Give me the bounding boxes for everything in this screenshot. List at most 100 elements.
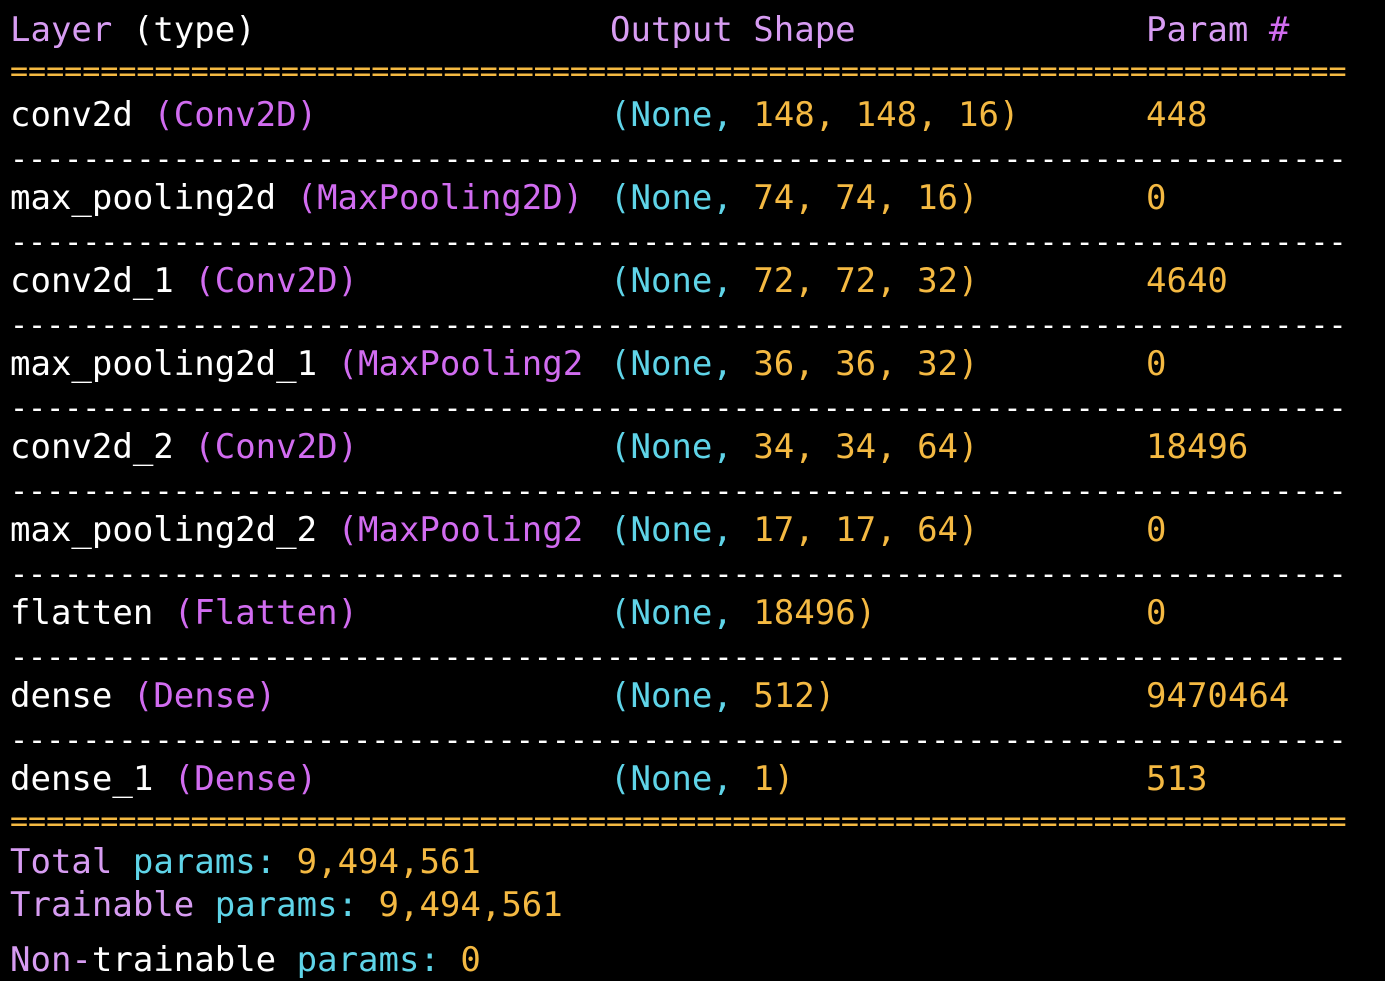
double-rule-top: ========================================… xyxy=(10,62,1347,82)
layer-name: max_pooling2d_1 xyxy=(10,344,318,384)
header-layer-word: Layer xyxy=(10,10,113,50)
layer-row-name: flatten (Flatten) xyxy=(10,593,358,633)
summary-non-dash: - xyxy=(71,940,92,980)
layer-param-count: 0 xyxy=(1146,178,1167,218)
layer-output-shape: (None, 18496) xyxy=(610,593,876,633)
layer-row-name: dense (Dense) xyxy=(10,676,276,716)
layer-type: (MaxPooling2 xyxy=(337,344,584,384)
layer-output-shape: (None, 512) xyxy=(610,676,835,716)
layer-row-name: max_pooling2d_2 (MaxPooling2 xyxy=(10,510,583,550)
summary-trainable-value: 9,494,561 xyxy=(378,885,563,925)
single-rule: ----------------------------------------… xyxy=(10,565,1347,585)
layer-type: (Conv2D) xyxy=(194,427,359,467)
shape-none: None, xyxy=(630,427,733,467)
shape-none: None, xyxy=(630,344,733,384)
shape-open-paren: ( xyxy=(610,261,631,301)
shape-none: None, xyxy=(630,593,733,633)
layer-name: conv2d_1 xyxy=(10,261,174,301)
summary-trainable-params-word: params: xyxy=(214,885,359,925)
layer-output-shape: (None, 36, 36, 32) xyxy=(610,344,979,384)
single-rule: ----------------------------------------… xyxy=(10,316,1347,336)
single-rule: ----------------------------------------… xyxy=(10,648,1347,668)
summary-total-value: 9,494,561 xyxy=(296,842,481,882)
single-rule: ----------------------------------------… xyxy=(10,150,1347,170)
header-output-shape: Output Shape xyxy=(610,10,856,50)
layer-param-count: 513 xyxy=(1146,759,1208,799)
layer-type: (Dense) xyxy=(173,759,318,799)
layer-name: conv2d_2 xyxy=(10,427,174,467)
layer-type: (Dense) xyxy=(132,676,277,716)
layer-output-shape: (None, 74, 74, 16) xyxy=(610,178,979,218)
layer-row-name: conv2d_2 (Conv2D) xyxy=(10,427,358,467)
header-param-hash: # xyxy=(1268,10,1290,50)
shape-dims: 1) xyxy=(753,759,795,799)
layer-type: (Conv2D) xyxy=(153,95,318,135)
double-rule-bottom: ========================================… xyxy=(10,812,1347,832)
summary-trainable-suffix: trainable xyxy=(91,940,277,980)
shape-open-paren: ( xyxy=(610,593,631,633)
shape-open-paren: ( xyxy=(610,427,631,467)
header-param-word: Param xyxy=(1146,10,1249,50)
shape-open-paren: ( xyxy=(610,759,631,799)
layer-output-shape: (None, 72, 72, 32) xyxy=(610,261,979,301)
summary-non-word: Non xyxy=(10,940,72,980)
shape-dims: 17, 17, 64) xyxy=(753,510,979,550)
summary-trainable-params: Trainable params: 9,494,561 xyxy=(10,885,563,925)
layer-param-count: 0 xyxy=(1146,593,1167,633)
layer-row-name: dense_1 (Dense) xyxy=(10,759,317,799)
summary-total-params-word: params: xyxy=(132,842,277,882)
single-rule: ----------------------------------------… xyxy=(10,399,1347,419)
layer-name: dense xyxy=(10,676,113,716)
shape-dims: 36, 36, 32) xyxy=(753,344,979,384)
summary-total-word: Total xyxy=(10,842,113,882)
layer-name: conv2d xyxy=(10,95,133,135)
layer-name: max_pooling2d xyxy=(10,178,277,218)
shape-none: None, xyxy=(630,178,733,218)
layer-name: max_pooling2d_2 xyxy=(10,510,318,550)
summary-non-trainable-value: 0 xyxy=(460,940,481,980)
layer-output-shape: (None, 1) xyxy=(610,759,794,799)
layer-param-count: 9470464 xyxy=(1146,676,1290,716)
layer-param-count: 0 xyxy=(1146,510,1167,550)
shape-none: None, xyxy=(630,676,733,716)
layer-type: (MaxPooling2 xyxy=(337,510,584,550)
shape-dims: 148, 148, 16) xyxy=(753,95,1020,135)
shape-open-paren: ( xyxy=(610,95,631,135)
layer-name: flatten xyxy=(10,593,154,633)
shape-open-paren: ( xyxy=(610,344,631,384)
header-param: Param # xyxy=(1146,10,1289,50)
single-rule: ----------------------------------------… xyxy=(10,482,1347,502)
layer-param-count: 0 xyxy=(1146,344,1167,384)
layer-output-shape: (None, 34, 34, 64) xyxy=(610,427,979,467)
shape-dims: 18496) xyxy=(753,593,877,633)
shape-dims: 512) xyxy=(753,676,836,716)
shape-none: None, xyxy=(630,95,733,135)
layer-name: dense_1 xyxy=(10,759,154,799)
summary-total-params: Total params: 9,494,561 xyxy=(10,842,481,882)
shape-dims: 34, 34, 64) xyxy=(753,427,979,467)
summary-trainable-word: Trainable xyxy=(10,885,195,925)
shape-open-paren: ( xyxy=(610,510,631,550)
shape-none: None, xyxy=(630,510,733,550)
layer-type: (Conv2D) xyxy=(194,261,359,301)
layer-type: (Flatten) xyxy=(173,593,359,633)
shape-dims: 72, 72, 32) xyxy=(753,261,979,301)
shape-none: None, xyxy=(630,759,733,799)
summary-non-trainable-params: Non-trainable params: 0 xyxy=(10,940,481,980)
layer-row-name: max_pooling2d (MaxPooling2D) xyxy=(10,178,583,218)
layer-param-count: 18496 xyxy=(1146,427,1249,467)
single-rule: ----------------------------------------… xyxy=(10,233,1347,253)
layer-output-shape: (None, 148, 148, 16) xyxy=(610,95,1019,135)
layer-row-name: max_pooling2d_1 (MaxPooling2 xyxy=(10,344,583,384)
shape-open-paren: ( xyxy=(610,178,631,218)
layer-row-name: conv2d (Conv2D) xyxy=(10,95,317,135)
layer-output-shape: (None, 17, 17, 64) xyxy=(610,510,979,550)
layer-param-count: 4640 xyxy=(1146,261,1228,301)
layer-type: (MaxPooling2D) xyxy=(296,178,584,218)
layer-row-name: conv2d_1 (Conv2D) xyxy=(10,261,358,301)
layer-param-count: 448 xyxy=(1146,95,1208,135)
shape-open-paren: ( xyxy=(610,676,631,716)
summary-non-trainable-params-word: params: xyxy=(296,940,440,980)
header-layer-type: Layer (type) xyxy=(10,10,256,50)
